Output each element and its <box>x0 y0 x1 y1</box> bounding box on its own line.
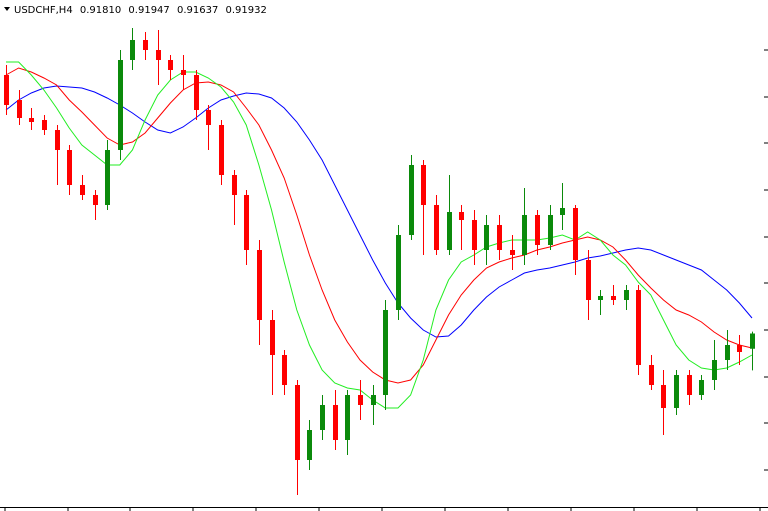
candle-body <box>55 130 60 150</box>
candle-body <box>497 225 502 250</box>
candle-body <box>93 195 98 205</box>
candle-body <box>80 185 85 195</box>
price-axis-ticks <box>764 49 768 471</box>
candle-body <box>105 150 110 205</box>
candle-body <box>611 296 616 300</box>
candle-body <box>383 310 388 395</box>
candle-body <box>459 212 464 220</box>
candle-body <box>624 290 629 300</box>
candle-body <box>194 75 199 110</box>
candle-body <box>674 375 679 408</box>
candle-body <box>535 215 540 245</box>
low-label: 0.91637 <box>177 5 218 16</box>
candle-body <box>358 395 363 405</box>
candle-body <box>42 120 47 130</box>
candle-body <box>67 150 72 185</box>
candle-body <box>737 345 742 352</box>
candle-body <box>320 405 325 430</box>
candle-body <box>156 50 161 60</box>
symbol: USDCHF,H4 <box>14 5 73 16</box>
candle-body <box>421 165 426 205</box>
candle-body <box>130 40 135 60</box>
candle-body <box>447 212 452 250</box>
candle-body <box>345 395 350 440</box>
candle-body <box>257 250 262 320</box>
moving-average-line <box>6 61 753 409</box>
candle-body <box>371 395 376 405</box>
candle-body <box>586 260 591 300</box>
open-label: 0.91810 <box>80 5 121 16</box>
candle-body <box>434 205 439 250</box>
candle-body <box>484 225 489 250</box>
candle-body <box>143 40 148 50</box>
candle-body <box>219 125 224 175</box>
candle-body <box>396 235 401 310</box>
candle-body <box>598 296 603 300</box>
candle-body <box>725 345 730 360</box>
candle-body <box>522 215 527 255</box>
plot-area <box>4 28 755 495</box>
high-label: 0.91947 <box>128 5 169 16</box>
candle-body <box>333 405 338 440</box>
candle-body <box>548 215 553 245</box>
candle-body <box>409 165 414 235</box>
candle-body <box>232 175 237 195</box>
candle-body <box>181 70 186 75</box>
candle-body <box>270 320 275 355</box>
candle-body <box>649 365 654 385</box>
candle-body <box>282 355 287 385</box>
chart-title: USDCHF,H4 0.91810 0.91947 0.91637 0.9193… <box>14 5 267 16</box>
moving-average-line <box>5 67 753 384</box>
moving-average-line <box>5 85 753 338</box>
candle-body <box>118 60 123 150</box>
candle-body <box>29 118 34 122</box>
candle-body <box>699 380 704 395</box>
candle-body <box>573 208 578 260</box>
candle-body <box>636 290 641 365</box>
candle-body <box>687 375 692 395</box>
candle-body <box>17 100 22 118</box>
candle-body <box>560 208 565 215</box>
candle-body <box>307 430 312 460</box>
time-axis <box>0 507 768 511</box>
candle-body <box>472 220 477 250</box>
candle-body <box>206 110 211 125</box>
candle-body <box>510 250 515 255</box>
close-label: 0.91932 <box>226 5 267 16</box>
candle-body <box>295 385 300 460</box>
dropdown-icon <box>4 7 10 11</box>
candle-body <box>712 360 717 380</box>
candle-body <box>4 75 9 105</box>
candle-body <box>244 195 249 250</box>
candle-body <box>168 60 173 70</box>
candle-body <box>750 333 755 349</box>
candle-body <box>661 385 666 408</box>
